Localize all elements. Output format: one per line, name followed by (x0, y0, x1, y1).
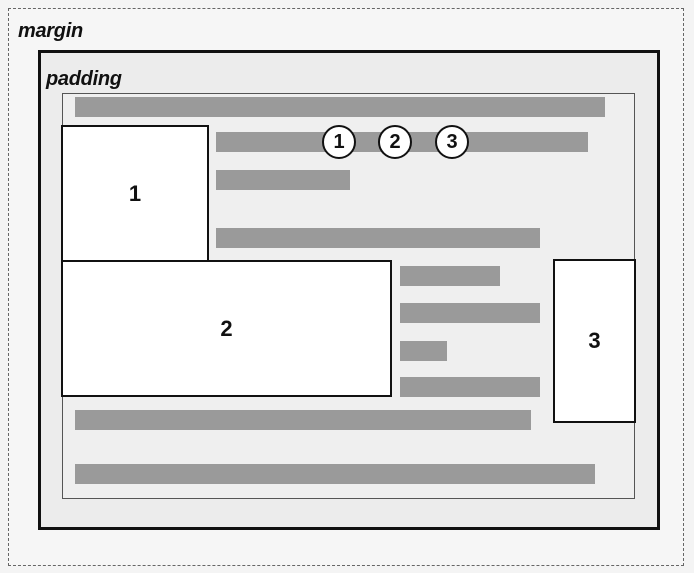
float-marker-3: 3 (435, 125, 469, 159)
text-line-placeholder (75, 410, 531, 430)
text-line-placeholder (75, 97, 605, 117)
float-marker-2: 2 (378, 125, 412, 159)
text-line-placeholder (400, 303, 540, 323)
text-line-placeholder (216, 228, 540, 248)
float-box-2: 2 (61, 260, 392, 397)
text-line-placeholder (75, 464, 595, 484)
text-line-placeholder (400, 341, 447, 361)
float-marker-1: 1 (322, 125, 356, 159)
text-line-placeholder (400, 377, 540, 397)
float-box-1: 1 (61, 125, 209, 263)
padding-label: padding (46, 68, 122, 90)
margin-label: margin (18, 20, 83, 42)
text-line-placeholder (400, 266, 500, 286)
float-box-3: 3 (553, 259, 636, 423)
text-line-placeholder (216, 170, 350, 190)
